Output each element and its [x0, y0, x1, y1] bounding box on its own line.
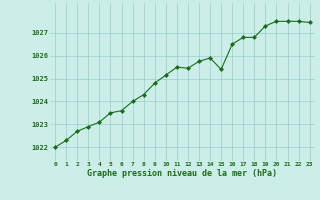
X-axis label: Graphe pression niveau de la mer (hPa): Graphe pression niveau de la mer (hPa) [87, 169, 277, 178]
